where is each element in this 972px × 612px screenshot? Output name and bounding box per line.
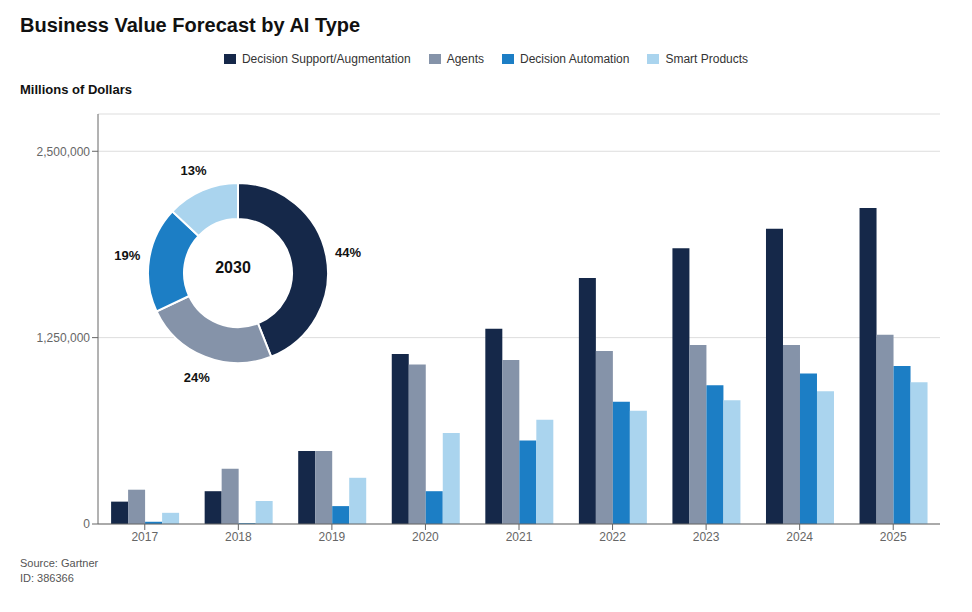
svg-text:2025: 2025 [880, 530, 907, 544]
html-text:Business Value Forecast by AI: Business Value Forecast by AI Type [20, 14, 361, 36]
html-text:Millions of Dollars: Millions of Dollars [20, 82, 132, 97]
svg-text:2021: 2021 [506, 530, 533, 544]
html-text:Source: Gartner: Source: Gartner [20, 557, 99, 569]
svg-text:2022: 2022 [599, 530, 626, 544]
svg-text:2019: 2019 [319, 530, 346, 544]
svg-text:24%: 24% [184, 370, 210, 385]
svg-text:2017: 2017 [131, 530, 158, 544]
svg-text:19%: 19% [114, 248, 140, 263]
svg-text:1,250,000: 1,250,000 [37, 331, 91, 345]
html-text:Smart Products: Smart Products [665, 52, 749, 66]
svg-text:2023: 2023 [693, 530, 720, 544]
html-text:Decision Support/Augmentation: Decision Support/Augmentation [241, 52, 411, 66]
svg-text:2020: 2020 [412, 530, 439, 544]
svg-text:2018: 2018 [225, 530, 252, 544]
svg-text:2024: 2024 [786, 530, 813, 544]
html-text:Decision Automation: Decision Automation [520, 52, 630, 66]
svg-text:0: 0 [83, 517, 90, 531]
svg-text:44%: 44% [335, 245, 361, 260]
html-text:ID: 386366: ID: 386366 [20, 572, 74, 584]
svg-text:13%: 13% [181, 163, 207, 178]
html-text:Agents: Agents [446, 52, 484, 66]
svg-text:2,500,000: 2,500,000 [37, 145, 91, 159]
html-text:2030: 2030 [215, 259, 251, 276]
